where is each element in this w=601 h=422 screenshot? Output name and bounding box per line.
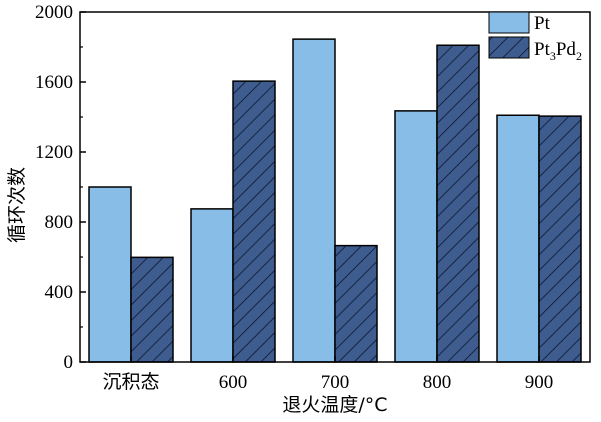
legend-item-pt3pd2: Pt3Pd2 — [488, 36, 582, 63]
bar-pt-4 — [496, 114, 540, 363]
bars-layer — [88, 38, 582, 363]
y-tick-label: 1200 — [35, 142, 73, 163]
y-tick-label: 1600 — [35, 72, 73, 93]
bar-pt-1 — [190, 208, 234, 363]
bar-pt-2 — [292, 38, 336, 363]
legend-swatch-pt — [488, 11, 530, 34]
y-tick-label: 0 — [64, 352, 74, 373]
x-tick-label: 沉积态 — [102, 371, 159, 393]
bar-pt3pd2-1 — [232, 80, 276, 363]
legend-label-pt3pd2: Pt3Pd2 — [534, 39, 582, 63]
x-tick-label: 800 — [423, 372, 452, 393]
x-axis: 沉积态 600 700 800 900 — [102, 356, 553, 393]
y-tick-label: 400 — [45, 282, 74, 303]
x-tick-label: 700 — [321, 372, 350, 393]
bar-pt3pd2-2 — [334, 244, 378, 363]
bar-pt3pd2-0 — [130, 256, 174, 363]
y-axis: 0 400 800 1200 1600 2000 — [35, 2, 86, 373]
bar-pt3pd2-3 — [436, 44, 480, 363]
y-tick-label: 800 — [45, 212, 74, 233]
x-tick-label: 600 — [219, 372, 248, 393]
bar-pt-0 — [88, 186, 132, 363]
legend-swatch-pt3pd2 — [488, 36, 530, 59]
legend-label-pt: Pt — [534, 13, 551, 34]
legend: Pt Pt3Pd2 — [488, 11, 582, 63]
y-axis-label: 循环次数 — [6, 167, 28, 243]
y-tick-label: 2000 — [35, 2, 73, 23]
x-tick-label: 900 — [525, 372, 554, 393]
bar-pt3pd2-4 — [538, 115, 582, 363]
bar-pt-3 — [394, 110, 438, 363]
x-axis-label: 退火温度/°C — [282, 394, 387, 416]
legend-item-pt: Pt — [488, 11, 551, 34]
